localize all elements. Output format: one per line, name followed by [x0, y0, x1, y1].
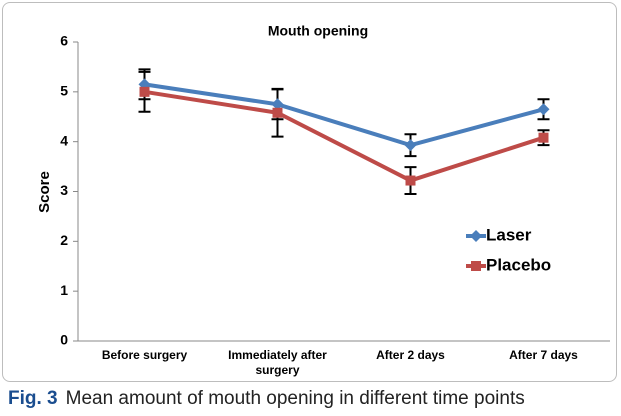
point — [537, 103, 550, 116]
x-tick-label: After 2 days — [376, 348, 445, 362]
y-tick-label: 3 — [60, 182, 68, 198]
legend-marker — [470, 230, 482, 242]
legend-label: Laser — [486, 225, 532, 244]
y-axis-label: Score — [36, 171, 53, 213]
y-tick-label: 0 — [60, 332, 68, 348]
x-tick-label: Immediately after surgery — [228, 348, 327, 377]
y-tick-label: 2 — [60, 232, 68, 248]
point — [272, 107, 283, 118]
y-tick-label: 1 — [60, 282, 68, 298]
caption-text: Mean amount of mouth opening in differen… — [65, 388, 525, 409]
point — [404, 139, 417, 152]
x-tick-label: After 7 days — [509, 348, 578, 362]
x-tick-label: Before surgery — [101, 348, 188, 362]
chart-title: Mouth opening — [268, 23, 368, 39]
legend-label: Placebo — [486, 255, 551, 274]
point — [405, 175, 416, 186]
point — [271, 98, 284, 111]
y-tick-label: 6 — [60, 33, 68, 49]
series-line — [144, 89, 545, 183]
caption: Fig. 3 Mean amount of mouth opening in di… — [8, 388, 525, 410]
series-line — [144, 82, 545, 148]
chart-frame — [2, 2, 617, 382]
legend-marker — [471, 261, 481, 271]
point — [139, 86, 150, 97]
y-tick-label: 5 — [60, 83, 68, 99]
point — [538, 132, 549, 143]
y-tick-label: 4 — [60, 132, 68, 148]
caption-label: Fig. 3 — [8, 388, 58, 409]
